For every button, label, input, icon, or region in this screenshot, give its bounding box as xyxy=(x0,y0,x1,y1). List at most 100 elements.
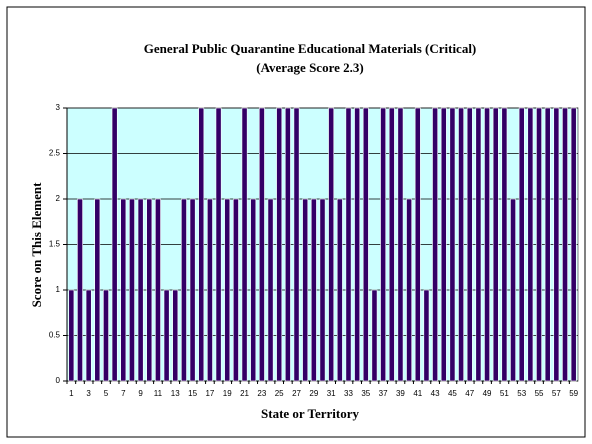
x-tick-label: 13 xyxy=(171,389,180,398)
bar xyxy=(406,198,413,382)
x-tick-label: 57 xyxy=(552,389,561,398)
bar xyxy=(310,198,317,382)
bar xyxy=(536,107,542,382)
x-tick-label: 55 xyxy=(535,389,544,398)
bar xyxy=(570,107,577,382)
bar xyxy=(449,107,456,382)
bar xyxy=(284,107,291,382)
bar xyxy=(207,198,213,382)
x-tick-label: 29 xyxy=(309,389,318,398)
bar xyxy=(302,198,309,382)
x-tick-label: 23 xyxy=(257,389,266,398)
y-tick-label: 1 xyxy=(56,285,61,294)
bar xyxy=(492,107,499,382)
bar xyxy=(414,107,421,382)
bar xyxy=(68,289,75,382)
bar xyxy=(85,289,92,382)
chart-title: General Public Quarantine Educational Ma… xyxy=(144,41,477,56)
bar xyxy=(146,198,153,382)
bar xyxy=(345,107,352,382)
bar xyxy=(388,107,395,382)
y-tick-label: 0.5 xyxy=(49,331,61,340)
x-tick-label: 51 xyxy=(500,389,509,398)
x-tick-label: 9 xyxy=(138,389,143,398)
x-tick-label: 35 xyxy=(361,389,370,398)
bar xyxy=(258,107,265,382)
x-axis-label: State or Territory xyxy=(261,406,359,421)
x-tick-label: 33 xyxy=(344,389,353,398)
bar xyxy=(371,289,378,382)
x-tick-label: 39 xyxy=(396,389,405,398)
y-tick-label: 0 xyxy=(56,376,61,385)
x-tick-label: 21 xyxy=(240,389,249,398)
bar xyxy=(103,289,109,382)
x-tick-label: 7 xyxy=(121,389,126,398)
chart-subtitle: (Average Score 2.3) xyxy=(256,60,363,75)
y-tick-label: 2.5 xyxy=(49,149,61,158)
bar xyxy=(328,107,335,382)
x-tick-label: 3 xyxy=(86,389,91,398)
bar xyxy=(129,198,135,382)
x-tick-label: 1 xyxy=(69,389,74,398)
bar xyxy=(181,198,187,382)
bar xyxy=(198,107,205,382)
bar xyxy=(120,198,127,382)
x-tick-label: 19 xyxy=(223,389,232,398)
bar xyxy=(94,198,101,382)
x-tick-label: 37 xyxy=(379,389,388,398)
x-tick-label: 59 xyxy=(569,389,578,398)
x-tick-label: 5 xyxy=(104,389,109,398)
x-tick-label: 31 xyxy=(327,389,336,398)
bar xyxy=(267,198,274,382)
bar xyxy=(458,107,464,382)
x-tick-label: 25 xyxy=(275,389,284,398)
x-tick-label: 27 xyxy=(292,389,301,398)
bar xyxy=(518,107,525,382)
y-tick-label: 3 xyxy=(56,103,61,112)
x-tick-label: 53 xyxy=(517,389,526,398)
bar xyxy=(484,107,490,382)
bar xyxy=(466,107,473,382)
bar xyxy=(276,107,283,382)
bar xyxy=(501,107,508,382)
bar xyxy=(241,107,248,382)
bar xyxy=(380,107,387,382)
bar xyxy=(232,198,239,382)
bar xyxy=(111,107,118,382)
x-tick-label: 45 xyxy=(448,389,457,398)
bar xyxy=(250,198,257,382)
bar xyxy=(544,107,551,382)
x-tick-label: 49 xyxy=(483,389,492,398)
y-tick-label: 1.5 xyxy=(49,240,61,249)
x-tick-label: 11 xyxy=(154,389,163,398)
bar xyxy=(224,198,231,382)
x-tick-label: 17 xyxy=(205,389,214,398)
bar xyxy=(189,198,196,382)
bar xyxy=(319,198,326,382)
bar xyxy=(527,107,534,382)
bar xyxy=(77,198,83,382)
x-tick-label: 15 xyxy=(188,389,197,398)
x-tick-label: 43 xyxy=(431,389,440,398)
bar xyxy=(553,107,560,382)
x-tick-label: 47 xyxy=(465,389,474,398)
bar xyxy=(510,198,516,382)
bar xyxy=(215,107,222,382)
y-tick-label: 2 xyxy=(56,194,61,203)
bar xyxy=(423,289,430,382)
bar xyxy=(354,107,361,382)
bar xyxy=(336,198,343,382)
x-tick-label: 41 xyxy=(413,389,422,398)
bar xyxy=(155,198,161,382)
y-axis-label: Score on This Element xyxy=(29,182,44,308)
bar xyxy=(172,289,179,382)
bar xyxy=(362,107,369,382)
bar xyxy=(440,107,447,382)
bar xyxy=(562,107,568,382)
bar xyxy=(137,198,144,382)
bar xyxy=(163,289,170,382)
bar xyxy=(293,107,300,382)
bar xyxy=(397,107,404,382)
